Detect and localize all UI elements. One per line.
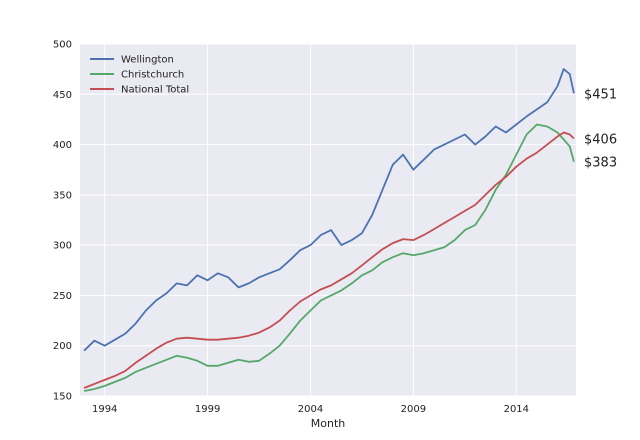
- y-tick-label: 400: [53, 140, 72, 151]
- legend-label: Christchurch: [121, 70, 184, 81]
- series-line-wellington: [83, 68, 575, 352]
- series-line-national-total: [83, 131, 575, 389]
- plot-area: [80, 44, 576, 396]
- end-value-label: $383: [584, 156, 617, 171]
- end-value-labels: $451 $406 $383: [584, 87, 617, 170]
- end-value-label: $451: [584, 87, 617, 102]
- y-tick-label: 250: [53, 291, 72, 302]
- series-lines: [83, 68, 575, 392]
- x-tick-label: 2009: [401, 404, 426, 415]
- tick-labels: 150 200 250 300 350 400 450 500 1994 1999 2004 2009…: [53, 40, 529, 416]
- legend-label: Wellington: [121, 55, 174, 66]
- y-tick-label: 150: [53, 392, 72, 403]
- x-axis-label: Month: [311, 417, 346, 430]
- legend-label: National Total: [121, 85, 189, 96]
- y-tick-label: 300: [53, 241, 72, 252]
- legend: Wellington Christchurch National Total: [90, 55, 189, 96]
- y-tick-label: 350: [53, 190, 72, 201]
- y-tick-label: 500: [53, 40, 72, 51]
- x-tick-label: 1994: [92, 404, 117, 415]
- end-value-label: $406: [584, 133, 617, 148]
- y-tick-label: 200: [53, 341, 72, 352]
- x-tick-label: 1999: [195, 404, 220, 415]
- y-tick-label: 450: [53, 90, 72, 101]
- x-tick-label: 2004: [298, 404, 323, 415]
- x-tick-label: 2014: [504, 404, 529, 415]
